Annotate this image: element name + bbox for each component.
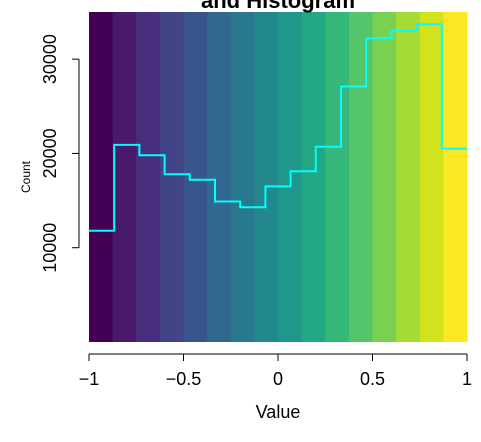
background-band: [254, 12, 279, 342]
background-band: [207, 12, 232, 342]
background-bands: [89, 12, 468, 342]
y-tick-label: 10000: [40, 223, 60, 273]
background-band: [112, 12, 137, 342]
x-tick-label: −0.5: [166, 369, 202, 389]
background-band: [419, 12, 444, 342]
background-band: [159, 12, 185, 342]
y-axis-title: Count: [19, 160, 33, 193]
background-band: [325, 12, 350, 342]
histogram-step-line: [89, 23, 467, 232]
y-tick-label: 30000: [40, 34, 60, 84]
chart-title: and Histogram: [201, 0, 355, 13]
background-band: [396, 12, 421, 342]
background-band: [443, 12, 468, 342]
x-axis-title: Value: [256, 402, 301, 422]
x-tick-label: 0.5: [360, 369, 385, 389]
background-band: [348, 12, 374, 342]
background-band: [372, 12, 397, 342]
x-tick-label: −1: [79, 369, 100, 389]
background-band: [301, 12, 326, 342]
x-tick-label: 1: [462, 369, 472, 389]
background-band: [136, 12, 161, 342]
y-tick-label: 20000: [40, 128, 60, 178]
x-tick-label: 0: [273, 369, 283, 389]
x-axis: −1 −0.5 0 0.5 1: [79, 353, 472, 389]
background-band: [183, 12, 208, 342]
y-axis: 10000 20000 30000: [40, 34, 80, 273]
background-band: [230, 12, 255, 342]
background-band: [89, 12, 114, 342]
